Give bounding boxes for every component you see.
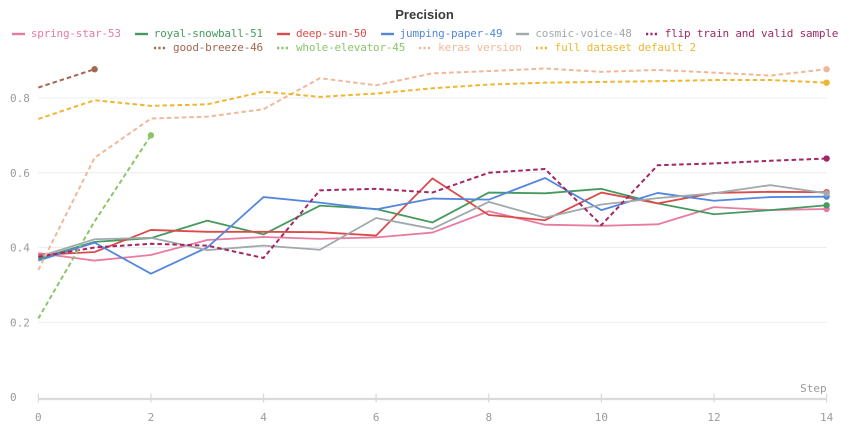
series-line-spring-star-53[interactable] bbox=[38, 206, 827, 262]
x-tick-label-0: 0 bbox=[35, 411, 42, 424]
legend-label: royal-snowball-51 bbox=[153, 27, 263, 40]
dashed-line-swatch-icon bbox=[535, 46, 549, 50]
solid-line-swatch-icon bbox=[380, 32, 394, 36]
series-end-dot-flip-train-and-valid-sample[interactable] bbox=[823, 155, 830, 162]
series-line-jumping-paper-49[interactable] bbox=[38, 177, 827, 275]
x-tick-label-12: 12 bbox=[707, 411, 720, 424]
y-tick-label-0.2: 0.2 bbox=[10, 316, 30, 329]
legend-label: keras version bbox=[438, 41, 522, 54]
legend-item-keras-version[interactable]: keras version bbox=[418, 41, 522, 55]
series-line-whole-elevator-45[interactable] bbox=[37, 134, 152, 320]
series-end-dot-cosmic-voice-48[interactable] bbox=[823, 190, 830, 197]
legend-item-jumping-paper-49[interactable]: jumping-paper-49 bbox=[380, 27, 503, 41]
series-end-dot-royal-snowball-51[interactable] bbox=[823, 202, 830, 209]
legend-label: deep-sun-50 bbox=[295, 27, 367, 40]
x-tick-label-2: 2 bbox=[148, 411, 155, 424]
legend-label: cosmic-voice-48 bbox=[535, 27, 632, 40]
legend-item-royal-snowball-51[interactable]: royal-snowball-51 bbox=[134, 27, 263, 41]
legend-item-spring-star-53[interactable]: spring-star-53 bbox=[11, 27, 121, 41]
x-tick-label-8: 8 bbox=[485, 411, 492, 424]
dashed-line-swatch-icon bbox=[154, 46, 168, 50]
legend-row-2: good-breeze-46 whole-elevator-45 keras ver… bbox=[0, 41, 849, 55]
solid-line-swatch-icon bbox=[516, 32, 530, 36]
legend-label: good-breeze-46 bbox=[173, 41, 263, 54]
legend-item-good-breeze-46[interactable]: good-breeze-46 bbox=[153, 41, 263, 55]
legend-item-full-dataset-default-2[interactable]: full dataset default 2 bbox=[535, 41, 696, 55]
series-end-dot-full-dataset-default-2[interactable] bbox=[823, 79, 830, 86]
x-tick-label-14: 14 bbox=[820, 411, 834, 424]
legend-item-whole-elevator-45[interactable]: whole-elevator-45 bbox=[276, 41, 405, 55]
legend-label: full dataset default 2 bbox=[554, 41, 696, 54]
legend-label: spring-star-53 bbox=[30, 27, 121, 40]
legend: spring-star-53 royal-snowball-51 deep-sun-… bbox=[0, 27, 849, 55]
legend-label: flip train and valid sample bbox=[664, 27, 839, 40]
y-tick-label-0.6: 0.6 bbox=[10, 167, 30, 180]
dashed-line-swatch-icon bbox=[645, 32, 659, 36]
series-end-dot-good-breeze-46[interactable] bbox=[91, 66, 98, 73]
solid-line-swatch-icon bbox=[276, 32, 290, 36]
y-tick-label-0.4: 0.4 bbox=[10, 242, 30, 255]
y-tick-label-0: 0 bbox=[10, 391, 17, 404]
series-end-dot-whole-elevator-45[interactable] bbox=[147, 132, 155, 139]
x-axis-title: Step bbox=[800, 382, 827, 395]
legend-row-1: spring-star-53 royal-snowball-51 deep-sun-… bbox=[0, 27, 849, 41]
solid-line-swatch-icon bbox=[11, 32, 25, 36]
chart-title: Precision bbox=[395, 7, 454, 22]
series-line-cosmic-voice-48[interactable] bbox=[38, 184, 827, 258]
series-end-dot-keras-version[interactable] bbox=[823, 66, 830, 73]
legend-item-flip-train-and-valid-sample[interactable]: flip train and valid sample bbox=[645, 27, 838, 41]
x-tick-label-4: 4 bbox=[260, 411, 267, 424]
legend-item-cosmic-voice-48[interactable]: cosmic-voice-48 bbox=[515, 27, 632, 41]
series-line-flip-train-and-valid-sample[interactable] bbox=[38, 157, 827, 259]
legend-label: whole-elevator-45 bbox=[295, 41, 406, 54]
series-line-deep-sun-50[interactable] bbox=[38, 177, 827, 256]
series-line-full-dataset-default-2[interactable] bbox=[37, 79, 827, 120]
series-line-good-breeze-46[interactable] bbox=[37, 68, 95, 89]
solid-line-swatch-icon bbox=[134, 32, 148, 36]
legend-item-deep-sun-50[interactable]: deep-sun-50 bbox=[276, 27, 367, 41]
x-tick-label-10: 10 bbox=[595, 411, 608, 424]
dashed-line-swatch-icon bbox=[276, 46, 290, 50]
x-tick-label-6: 6 bbox=[373, 411, 380, 424]
legend-label: jumping-paper-49 bbox=[399, 27, 503, 40]
y-tick-label-0.8: 0.8 bbox=[10, 92, 30, 105]
series-line-royal-snowball-51[interactable] bbox=[38, 187, 827, 260]
dashed-line-swatch-icon bbox=[419, 46, 433, 50]
series-line-keras-version[interactable] bbox=[37, 67, 827, 271]
